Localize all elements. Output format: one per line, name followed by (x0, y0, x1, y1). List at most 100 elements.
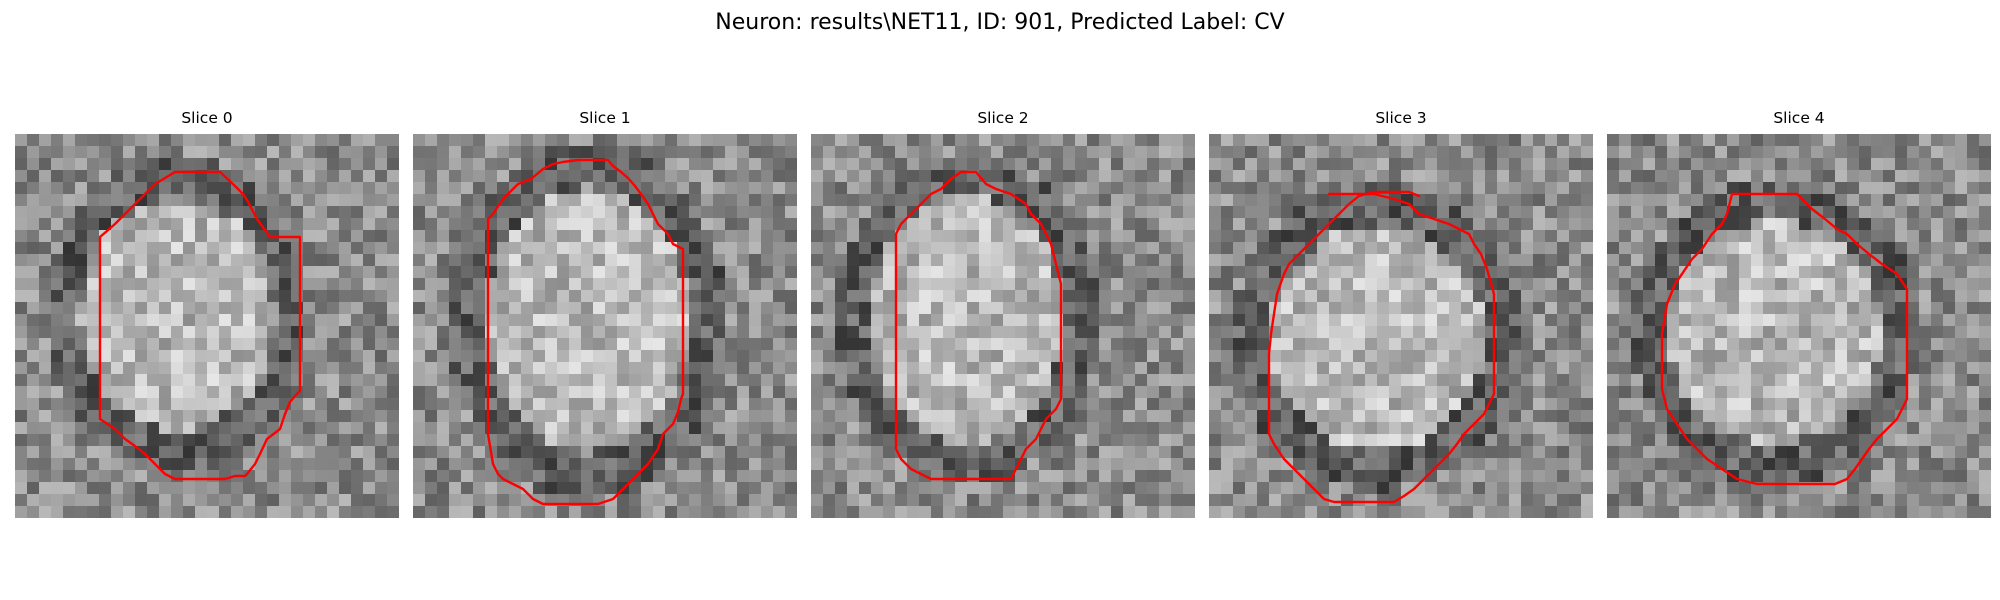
image-pixel (1907, 182, 1920, 195)
image-pixel (1221, 374, 1234, 387)
image-pixel (859, 482, 872, 495)
image-pixel (1233, 242, 1246, 255)
image-pixel (1401, 314, 1414, 327)
image-pixel (823, 134, 836, 147)
image-pixel (1413, 170, 1426, 183)
image-pixel (1751, 314, 1764, 327)
image-pixel (859, 206, 872, 219)
image-pixel (1919, 410, 1932, 423)
image-pixel (39, 506, 52, 518)
image-pixel (737, 482, 750, 495)
image-pixel (943, 134, 956, 147)
image-pixel (1581, 182, 1593, 195)
image-pixel (1209, 446, 1222, 459)
image-pixel (485, 158, 498, 171)
image-pixel (437, 266, 450, 279)
image-pixel (967, 374, 980, 387)
image-pixel (1667, 158, 1680, 171)
image-pixel (919, 506, 932, 518)
image-pixel (1147, 290, 1160, 303)
image-pixel (1039, 386, 1052, 399)
image-pixel (859, 386, 872, 399)
image-pixel (665, 290, 678, 303)
image-pixel (1967, 374, 1980, 387)
image-pixel (1581, 302, 1593, 315)
image-pixel (1075, 278, 1088, 291)
image-pixel (919, 134, 932, 147)
image-pixel (303, 194, 316, 207)
image-pixel (1087, 458, 1100, 471)
image-pixel (521, 266, 534, 279)
image-pixel (1643, 350, 1656, 363)
image-pixel (1365, 170, 1378, 183)
image-pixel (665, 134, 678, 147)
image-pixel (183, 386, 196, 399)
image-pixel (87, 374, 100, 387)
image-pixel (1509, 206, 1522, 219)
image-pixel (279, 242, 292, 255)
image-pixel (473, 494, 486, 507)
image-pixel (1317, 350, 1330, 363)
image-pixel (1787, 266, 1800, 279)
image-pixel (1979, 386, 1991, 399)
image-pixel (363, 374, 376, 387)
image-pixel (1015, 254, 1028, 267)
image-pixel (1883, 242, 1896, 255)
image-pixel (461, 506, 474, 518)
image-pixel (15, 302, 28, 315)
image-pixel (689, 386, 702, 399)
image-pixel (1425, 482, 1438, 495)
image-pixel (339, 278, 352, 291)
image-pixel (1557, 470, 1570, 483)
image-pixel (243, 314, 256, 327)
image-pixel (931, 170, 944, 183)
image-pixel (1751, 398, 1764, 411)
image-pixel (51, 386, 64, 399)
image-pixel (99, 362, 112, 375)
image-pixel (1281, 278, 1294, 291)
image-pixel (255, 494, 268, 507)
image-pixel (1147, 362, 1160, 375)
image-pixel (569, 218, 582, 231)
image-pixel (1329, 242, 1342, 255)
image-pixel (147, 410, 160, 423)
image-pixel (1003, 170, 1016, 183)
image-pixel (653, 482, 666, 495)
image-pixel (1341, 158, 1354, 171)
image-pixel (1389, 398, 1402, 411)
image-pixel (413, 290, 426, 303)
image-pixel (1679, 338, 1692, 351)
image-pixel (521, 422, 534, 435)
image-pixel (1871, 446, 1884, 459)
image-pixel (279, 266, 292, 279)
image-pixel (1341, 170, 1354, 183)
image-pixel (1123, 254, 1136, 267)
image-pixel (919, 254, 932, 267)
image-pixel (943, 194, 956, 207)
image-pixel (231, 266, 244, 279)
image-pixel (351, 278, 364, 291)
image-pixel (725, 506, 738, 518)
image-pixel (1847, 194, 1860, 207)
image-pixel (1859, 134, 1872, 147)
image-pixel (1473, 134, 1486, 147)
image-pixel (123, 386, 136, 399)
image-pixel (1871, 206, 1884, 219)
image-pixel (811, 470, 824, 483)
image-pixel (1545, 314, 1558, 327)
image-pixel (1919, 278, 1932, 291)
image-pixel (39, 434, 52, 447)
image-pixel (1557, 458, 1570, 471)
image-pixel (1233, 506, 1246, 518)
image-pixel (255, 290, 268, 303)
image-pixel (1569, 434, 1582, 447)
image-pixel (1221, 506, 1234, 518)
image-pixel (1365, 326, 1378, 339)
image-pixel (1027, 278, 1040, 291)
image-pixel (363, 314, 376, 327)
image-pixel (267, 134, 280, 147)
image-pixel (87, 158, 100, 171)
image-pixel (123, 362, 136, 375)
image-pixel (1245, 182, 1258, 195)
image-pixel (931, 506, 944, 518)
